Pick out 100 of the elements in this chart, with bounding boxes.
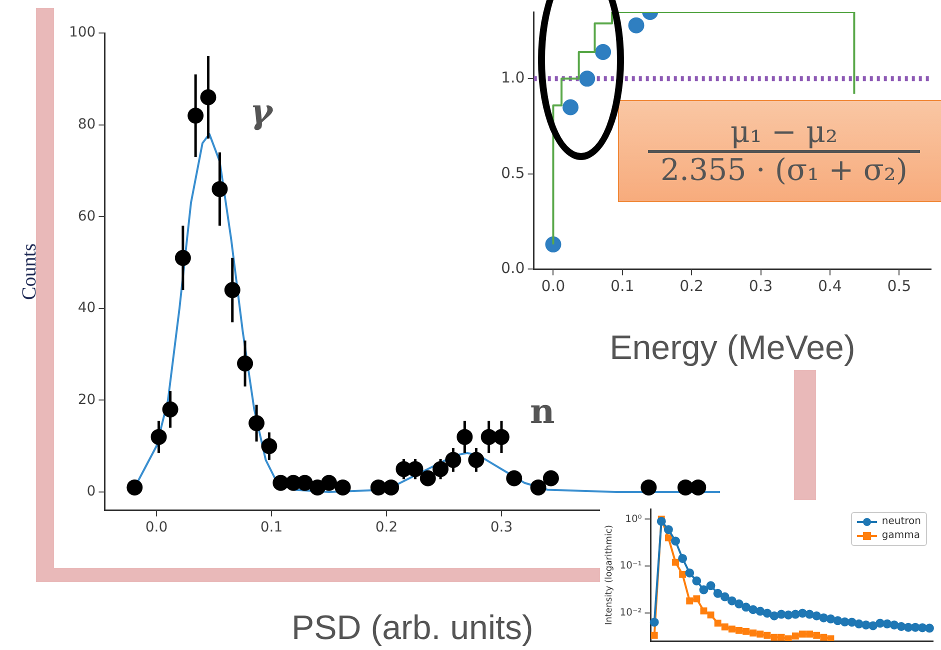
point (819, 613, 828, 622)
y-tick-label: 0.5 (500, 164, 525, 182)
point (924, 624, 934, 633)
point (579, 70, 596, 87)
x-tick-label: 0.1 (610, 277, 634, 296)
point (896, 622, 906, 632)
point (742, 628, 750, 635)
point (383, 479, 400, 496)
point (861, 620, 870, 630)
point (890, 620, 899, 630)
point (736, 626, 742, 634)
y-tick-label: 0.0 (500, 259, 525, 278)
y-axis-title: Counts (18, 243, 40, 300)
point (813, 632, 820, 639)
point (876, 618, 885, 628)
point (679, 570, 686, 578)
point (707, 611, 714, 618)
y-tick-label: 10⁻² (620, 607, 642, 618)
point (126, 479, 143, 496)
y-tick-label: 60 (78, 208, 96, 224)
point (748, 605, 758, 614)
point (840, 617, 850, 626)
point (595, 44, 612, 60)
x-tick-label: 0.2 (375, 519, 398, 536)
point (742, 602, 751, 612)
point (792, 632, 799, 640)
y-tick-label: 80 (78, 116, 96, 132)
point (826, 614, 836, 624)
point (713, 588, 722, 598)
point (764, 632, 771, 639)
y-tick-label: 1.0 (500, 68, 525, 87)
point (664, 525, 673, 534)
point (692, 576, 702, 586)
point (728, 626, 736, 633)
point (562, 99, 579, 116)
y-tick-label: 10⁰ (625, 514, 642, 525)
point (833, 616, 842, 626)
point (720, 592, 730, 602)
point (854, 619, 864, 628)
point (756, 606, 765, 616)
y-tick-label: 20 (78, 392, 96, 408)
point (820, 634, 828, 641)
point (714, 620, 722, 627)
point (770, 634, 778, 641)
point (664, 534, 672, 542)
point (806, 630, 814, 638)
point (776, 610, 786, 619)
point (904, 622, 913, 632)
y-tick-label: 100 (68, 24, 96, 41)
y-tick-label: 10⁻¹ (620, 560, 642, 572)
point (671, 536, 680, 546)
point (798, 608, 807, 618)
point (784, 610, 793, 620)
point (640, 479, 657, 496)
point (334, 479, 351, 496)
point (750, 630, 757, 637)
legend-label: gamma (882, 529, 920, 543)
point (868, 621, 878, 630)
point (530, 479, 546, 496)
point (678, 554, 688, 563)
point (672, 558, 679, 566)
annotation: μ₁ − μ₂ (729, 114, 839, 150)
point (686, 597, 694, 604)
point (799, 630, 806, 638)
point (918, 623, 927, 632)
point (690, 479, 706, 496)
x-axis-title: PSD (arb. units) (291, 608, 534, 647)
x-tick-label: 0.0 (145, 519, 168, 536)
y-tick-label: 40 (78, 300, 96, 316)
point (700, 607, 708, 614)
point (628, 17, 644, 34)
point (727, 596, 736, 606)
point (778, 634, 785, 641)
point (847, 618, 856, 627)
x-tick-label: 0.4 (818, 277, 842, 296)
point (770, 611, 779, 620)
x-tick-label: 0.3 (490, 519, 513, 536)
x-tick-label: 0.2 (680, 277, 704, 296)
legend-label: neutron (882, 515, 921, 529)
annotation: γ (250, 92, 272, 132)
point (784, 635, 792, 641)
x-tick-label: 0.3 (748, 277, 773, 296)
point (790, 610, 800, 619)
point (812, 611, 822, 620)
point (699, 585, 708, 594)
point (706, 581, 716, 590)
x-tick-label: 0.5 (887, 277, 912, 296)
point (650, 632, 658, 639)
point (827, 635, 834, 641)
point (734, 599, 744, 608)
y-axis-title: Intensity (logarithmic) (604, 525, 615, 625)
y-tick-label: 0 (86, 484, 96, 500)
point (545, 236, 562, 252)
point (656, 516, 666, 526)
point (756, 630, 764, 638)
point (805, 610, 814, 619)
x-axis-title: Energy (MeVee) (610, 328, 856, 367)
point (882, 619, 892, 628)
point (650, 618, 659, 627)
x-tick-label: 0.0 (541, 277, 566, 296)
